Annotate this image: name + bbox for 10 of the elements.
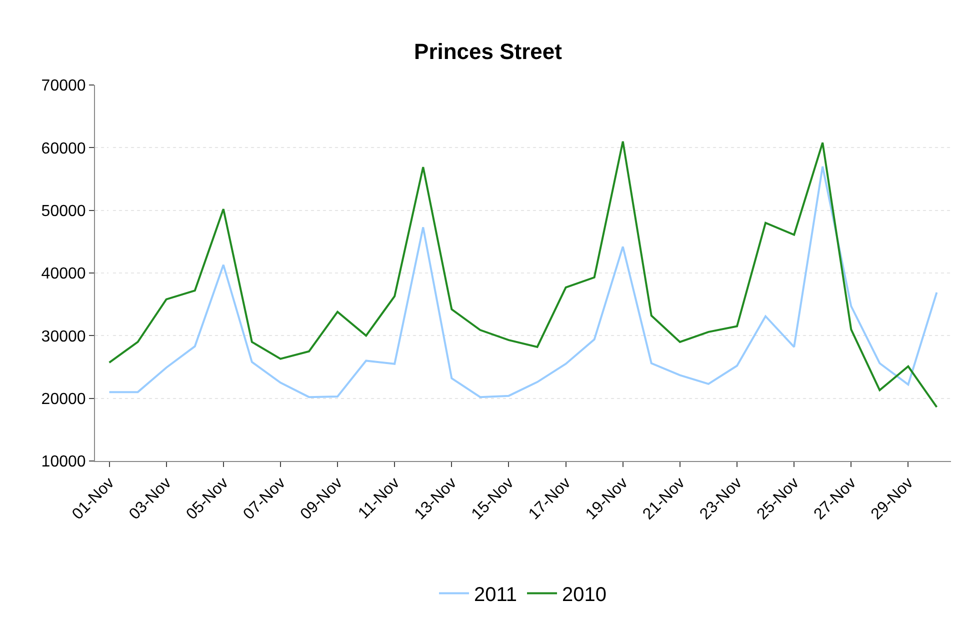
y-tick-label: 70000 — [41, 78, 86, 95]
y-tick-label: 20000 — [41, 390, 86, 408]
chart-title: Princes Street — [414, 39, 563, 64]
y-tick-label: 40000 — [41, 266, 86, 283]
y-tick-label: 30000 — [41, 328, 86, 346]
y-tick-label: 50000 — [41, 202, 86, 220]
legend-label: 2010 — [562, 584, 607, 606]
legend-label: 2011 — [474, 584, 518, 606]
y-tick-label: 10000 — [41, 454, 86, 471]
y-tick-label: 60000 — [41, 140, 86, 158]
